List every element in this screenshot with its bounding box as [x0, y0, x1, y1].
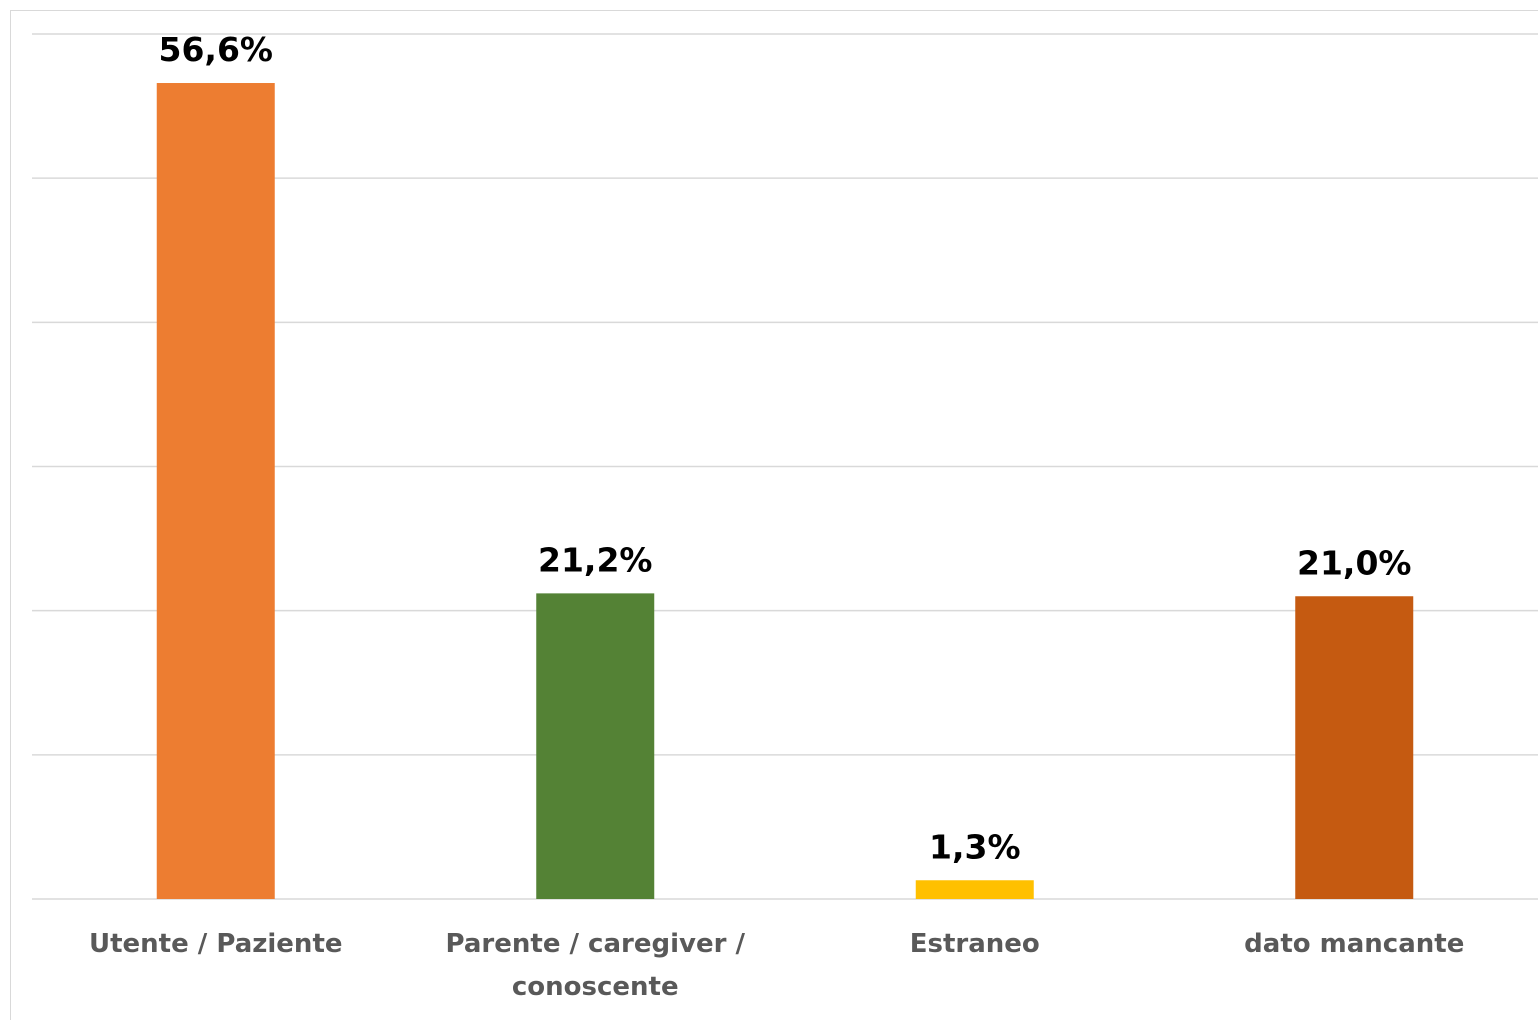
- bar: [1295, 596, 1414, 899]
- category-label: Parente / caregiver /: [446, 929, 746, 959]
- chart-frame: [10, 10, 1538, 1020]
- data-label: 21,0%: [1297, 543, 1412, 582]
- data-label: 1,3%: [929, 827, 1021, 866]
- bar: [156, 83, 275, 900]
- data-label: 21,2%: [538, 540, 653, 579]
- category-label: dato mancante: [1244, 929, 1464, 959]
- bar: [915, 880, 1034, 899]
- category-labels: Utente / Paziente Parente / caregiver / co…: [89, 929, 1464, 1002]
- category-label: Utente / Paziente: [89, 929, 343, 959]
- data-label: 56,6%: [159, 30, 274, 69]
- bar: [536, 593, 655, 899]
- data-labels: 56,6% 21,2% 1,3% 21,0%: [159, 30, 1412, 866]
- category-label: Estraneo: [910, 929, 1040, 959]
- category-label: conoscente: [512, 972, 679, 1002]
- gridlines: [32, 33, 1538, 900]
- bars: [156, 83, 1414, 900]
